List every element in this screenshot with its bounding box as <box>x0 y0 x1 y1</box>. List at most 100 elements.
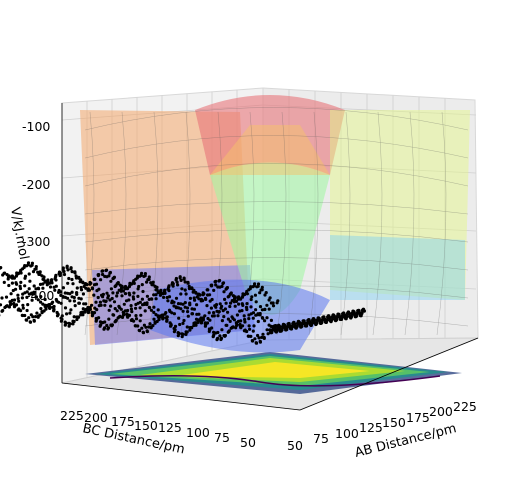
trajectory-point <box>185 306 190 310</box>
trajectory-point <box>30 298 34 302</box>
trajectory-point <box>63 306 68 310</box>
trajectory-point <box>145 329 149 333</box>
trajectory-point <box>69 266 73 270</box>
trajectory-point <box>181 309 185 313</box>
trajectory-point <box>117 315 121 319</box>
trajectory-point <box>178 322 182 327</box>
trajectory-point <box>217 310 221 314</box>
trajectory-point <box>115 291 119 295</box>
trajectory-point <box>214 283 218 287</box>
trajectory-point <box>220 319 224 323</box>
trajectory-point <box>19 280 23 284</box>
trajectory-point <box>93 306 97 310</box>
trajectory-point <box>69 308 73 312</box>
trajectory-point <box>119 287 123 291</box>
trajectory-point <box>242 314 246 318</box>
trajectory-point <box>72 319 76 324</box>
trajectory-point <box>76 315 81 319</box>
trajectory-point <box>32 284 36 288</box>
trajectory-point <box>234 326 238 330</box>
trajectory-point <box>201 292 205 296</box>
trajectory-point <box>138 319 142 323</box>
trajectory-point <box>120 315 125 319</box>
trajectory-point <box>258 305 263 309</box>
trajectory-point <box>165 315 169 319</box>
trajectory-point <box>96 295 100 300</box>
trajectory-point <box>75 286 79 290</box>
trajectory-point <box>248 287 252 291</box>
trajectory-point <box>113 320 117 324</box>
trajectory-point <box>145 301 149 305</box>
trajectory-point <box>34 267 38 271</box>
trajectory-point <box>207 329 211 333</box>
x-tick-label: 175 <box>406 410 430 425</box>
trajectory-point <box>12 301 16 306</box>
trajectory-point <box>263 307 267 312</box>
trajectory-point <box>61 266 65 270</box>
trajectory-point <box>208 293 212 297</box>
trajectory-point <box>183 280 187 284</box>
trajectory-point <box>54 275 58 279</box>
trajectory-point <box>263 293 267 297</box>
trajectory-point <box>101 295 105 299</box>
trajectory-point <box>32 290 36 294</box>
trajectory-point <box>109 279 113 283</box>
trajectory-point <box>20 296 24 300</box>
trajectory-point <box>277 324 282 329</box>
trajectory-point <box>216 285 220 289</box>
trajectory-point <box>53 288 57 292</box>
trajectory-point <box>245 302 249 306</box>
trajectory-point <box>314 321 319 325</box>
trajectory-point <box>65 264 69 268</box>
trajectory-point <box>132 291 136 295</box>
trajectory-point <box>192 296 196 300</box>
trajectory-point <box>112 313 116 317</box>
trajectory-point <box>280 327 284 332</box>
trajectory-point <box>190 326 194 330</box>
trajectory-point <box>50 278 54 282</box>
trajectory-point <box>106 327 110 331</box>
trajectory-point <box>237 302 241 306</box>
trajectory-point <box>258 311 262 316</box>
trajectory-point <box>2 271 6 275</box>
trajectory-point <box>134 317 139 321</box>
trajectory-point <box>218 334 222 338</box>
trajectory-point <box>85 308 89 312</box>
trajectory-point <box>176 302 181 306</box>
trajectory-point <box>179 278 183 282</box>
trajectory-point <box>231 316 235 320</box>
trajectory-point <box>250 295 254 299</box>
trajectory-point <box>264 291 268 295</box>
trajectory-point <box>107 317 111 321</box>
trajectory-point <box>235 323 239 327</box>
trajectory-point <box>168 309 172 314</box>
trajectory-point <box>222 334 226 338</box>
y-tick-label: 100 <box>186 425 210 440</box>
trajectory-point <box>56 312 60 316</box>
trajectory-point <box>90 303 94 307</box>
trajectory-point <box>310 321 314 326</box>
trajectory-point <box>23 284 27 288</box>
trajectory-point <box>103 303 107 307</box>
y-tick-label: 200 <box>84 410 108 425</box>
trajectory-point <box>72 315 76 319</box>
trajectory-point <box>51 300 55 304</box>
trajectory-point <box>251 329 255 333</box>
x-axis: 50 75 100 125 150 175 200 225 AB Distanc… <box>287 399 477 461</box>
trajectory-point <box>221 281 225 286</box>
z-tick-label: -300 <box>22 234 50 249</box>
trajectory-point <box>96 273 100 277</box>
trajectory-point <box>220 284 224 288</box>
trajectory-point <box>246 334 250 338</box>
trajectory-point <box>104 299 108 303</box>
trajectory-point <box>334 317 339 322</box>
trajectory-point <box>242 329 246 333</box>
trajectory-point <box>123 292 128 296</box>
trajectory-point <box>84 302 88 306</box>
trajectory-point <box>163 288 167 292</box>
trajectory-point <box>15 282 19 286</box>
trajectory-point <box>228 292 232 296</box>
trajectory-point <box>231 294 235 298</box>
trajectory-point <box>79 297 83 301</box>
trajectory-point <box>148 322 152 326</box>
